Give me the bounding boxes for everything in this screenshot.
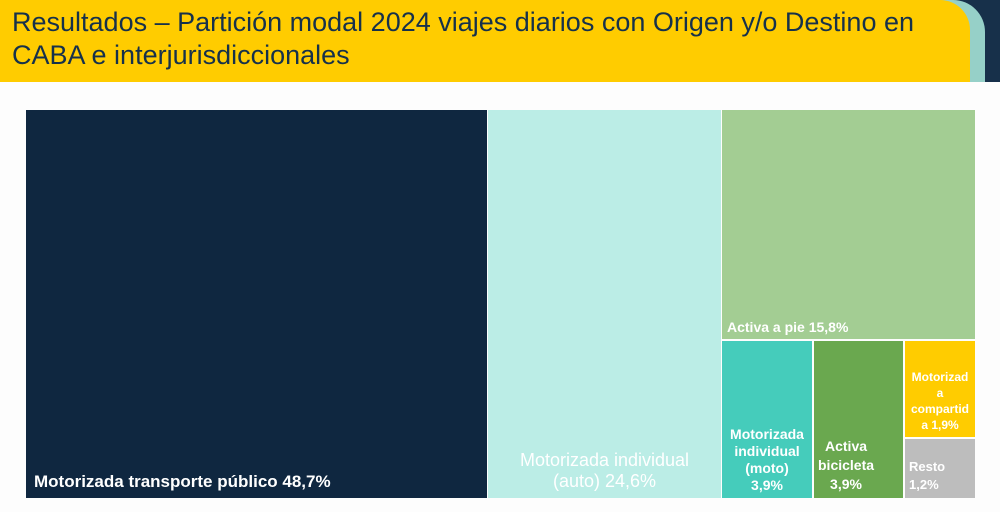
treemap-cell-motorizada-compartida: Motorizad a compartid a 1,9%: [905, 341, 975, 437]
treemap-cell-label: Motorizad a compartid a 1,9%: [910, 370, 969, 432]
treemap-cell-motorizada-individual-auto-: Motorizada individual (auto) 24,6%: [488, 110, 721, 498]
treemap-cell-label: Motorizada individual (moto) 3,9%: [730, 426, 804, 493]
treemap-cell-activa-a-pie: Activa a pie 15,8%: [722, 110, 975, 339]
page-title: Resultados – Partición modal 2024 viajes…: [12, 7, 914, 70]
treemap-cell-label: Resto 1,2%: [909, 459, 946, 492]
treemap-cell-label: Activa a pie 15,8%: [727, 319, 849, 335]
treemap-cell-activa-bicicleta: Activa bicicleta 3,9%: [814, 341, 903, 498]
header-banner: Resultados – Partición modal 2024 viajes…: [0, 0, 970, 82]
treemap-cell-label: Motorizada transporte público 48,7%: [34, 472, 331, 491]
treemap-cell-label: Motorizada individual (auto) 24,6%: [519, 450, 690, 491]
treemap-cell-motorizada-individual-moto-: Motorizada individual (moto) 3,9%: [722, 341, 812, 498]
treemap-cell-label: Activa bicicleta 3,9%: [818, 438, 875, 492]
treemap-cell-resto: Resto 1,2%: [905, 439, 975, 498]
treemap-cell-motorizada-transporte-p-blico: Motorizada transporte público 48,7%: [26, 110, 487, 498]
